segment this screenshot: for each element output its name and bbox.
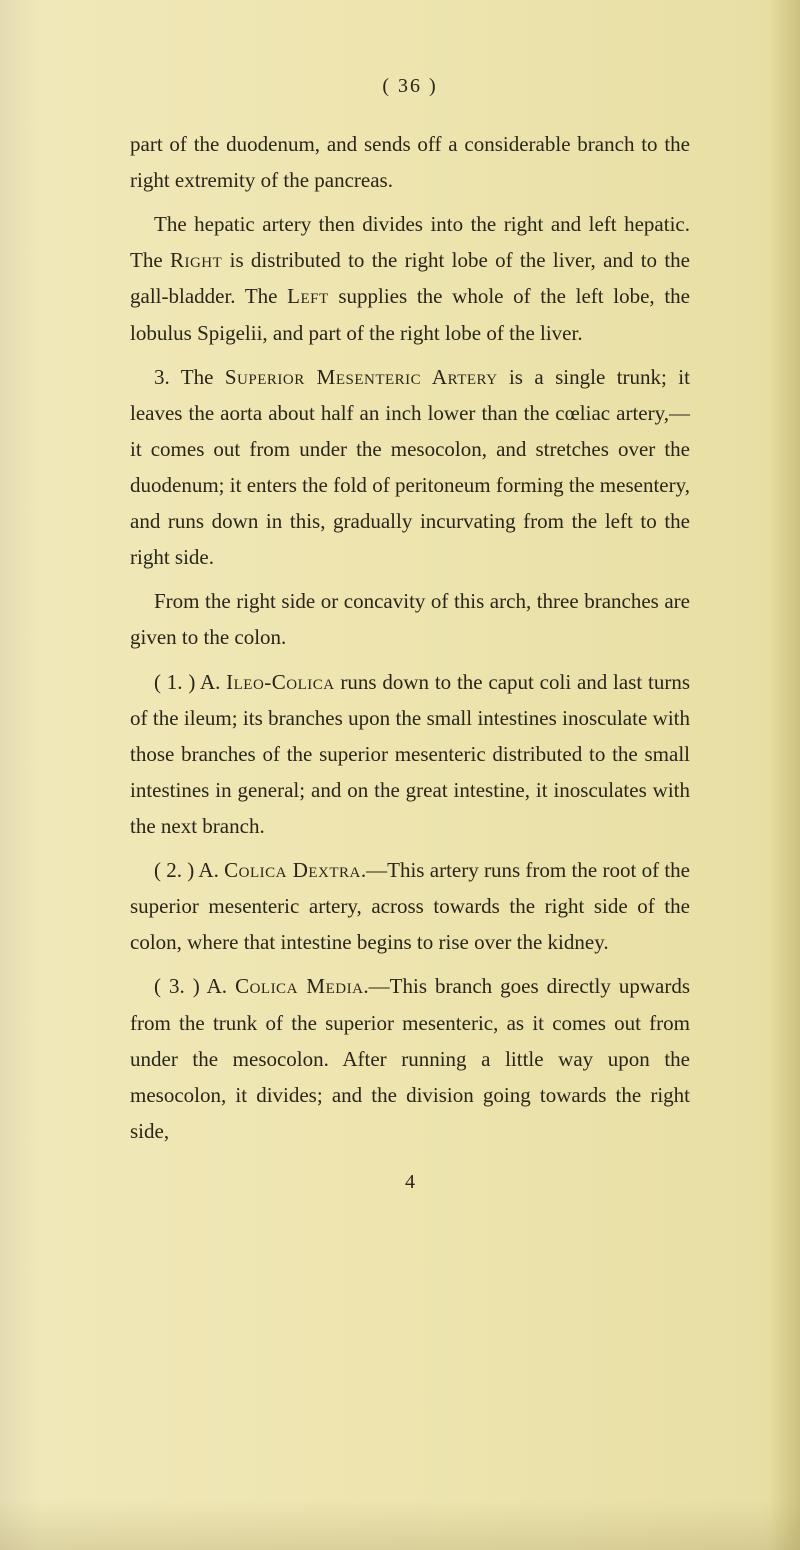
- page-number: ( 36 ): [130, 75, 690, 98]
- page-content: ( 36 ) part of the duodenum, and sends o…: [0, 0, 800, 1254]
- paragraph-6: ( 2. ) A. Colica Dextra.—This artery run…: [130, 852, 690, 960]
- footer-mark: 4: [130, 1171, 690, 1194]
- paragraph-1: part of the duodenum, and sends off a co…: [130, 126, 690, 198]
- paragraph-4: From the right side or concavity of this…: [130, 583, 690, 655]
- paragraph-3: 3. The Superior Mesenteric Artery is a s…: [130, 359, 690, 576]
- aged-edge-left: [0, 0, 40, 1550]
- bottom-shadow: [0, 1500, 800, 1550]
- aged-edge-right: [770, 0, 800, 1550]
- paragraph-2: The hepatic artery then divides into the…: [130, 206, 690, 350]
- paragraph-5: ( 1. ) A. Ileo-Colica runs down to the c…: [130, 664, 690, 845]
- paragraph-7: ( 3. ) A. Colica Media.—This branch goes…: [130, 968, 690, 1149]
